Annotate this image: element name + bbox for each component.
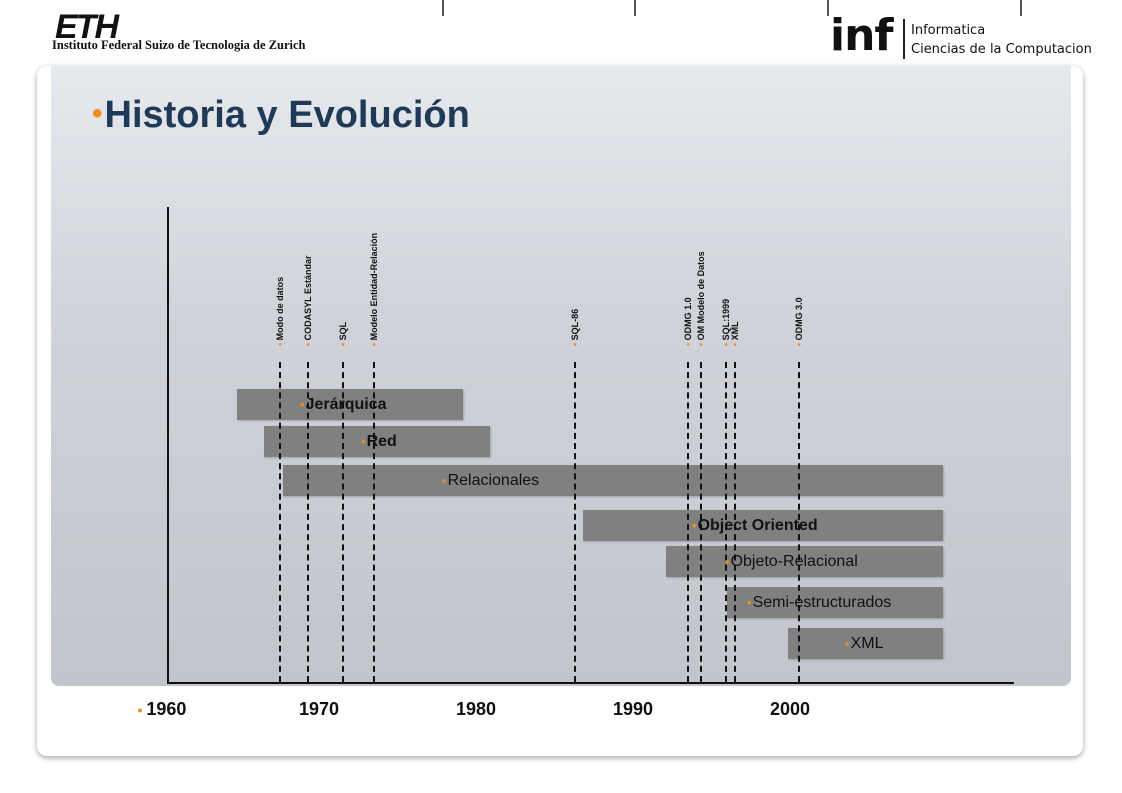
bullet-dot: • bbox=[303, 340, 313, 346]
year-label: 1980 bbox=[456, 699, 496, 720]
header-divider bbox=[634, 0, 636, 16]
event-line bbox=[734, 362, 737, 682]
era-bar bbox=[788, 628, 943, 659]
header-divider bbox=[1020, 0, 1022, 16]
bullet-dot: • bbox=[137, 702, 147, 718]
event-text: ODMG 1.0 bbox=[682, 297, 693, 341]
era-label: •Relacionales bbox=[442, 472, 539, 490]
event-text: SQL-86 bbox=[569, 308, 580, 341]
event-label: • ODMG 3.0 bbox=[794, 297, 804, 346]
slide-title: •Historia y Evolución bbox=[92, 94, 470, 137]
inf-logo: inf bbox=[830, 10, 894, 61]
event-text: Modo de datos bbox=[274, 276, 285, 341]
header-divider bbox=[827, 0, 829, 16]
year-text: 1960 bbox=[146, 699, 187, 719]
era-label: •Semi-estructurados bbox=[747, 594, 891, 612]
event-line bbox=[724, 362, 727, 682]
bullet-dot: • bbox=[730, 340, 741, 346]
event-line bbox=[341, 362, 344, 682]
event-label: • OM Modelo de Datos bbox=[696, 251, 706, 346]
event-line bbox=[686, 362, 689, 682]
year-text: 1980 bbox=[455, 699, 497, 719]
bullet-dot: • bbox=[682, 340, 693, 346]
event-label: • SQL bbox=[338, 322, 348, 346]
event-text: OM Modelo de Datos bbox=[695, 251, 706, 341]
era-label: •XML bbox=[845, 635, 883, 653]
era-text: Objeto-Relacional bbox=[730, 552, 858, 570]
era-text: Relacionales bbox=[447, 471, 540, 489]
bullet-dot: • bbox=[300, 396, 305, 412]
year-text: 1990 bbox=[612, 699, 654, 719]
slide-panel bbox=[51, 66, 1071, 686]
event-line bbox=[573, 362, 576, 682]
era-label: •Jerárquica bbox=[300, 396, 387, 414]
bullet-dot: • bbox=[337, 340, 348, 346]
event-text: ODMG 3.0 bbox=[794, 297, 805, 341]
eth-subtitle: Instituto Federal Suizo de Tecnologia de… bbox=[52, 38, 306, 52]
event-label: • XML bbox=[730, 321, 740, 346]
era-bar bbox=[237, 389, 464, 420]
event-label: • Modelo Entidad-Relación bbox=[369, 233, 379, 346]
era-text: Jerárquica bbox=[305, 395, 387, 413]
slide-title-text: Historia y Evolución bbox=[104, 94, 470, 136]
event-line bbox=[798, 362, 801, 682]
era-label: •Objeto-Relacional bbox=[725, 553, 858, 571]
bullet-dot: • bbox=[368, 340, 379, 346]
event-text: Modelo Entidad-Relación bbox=[368, 232, 379, 341]
year-label: 1990 bbox=[613, 699, 653, 720]
inf-subtitle: Ciencias de la Computacion bbox=[911, 42, 1092, 57]
event-label: • CODASYL Estándar bbox=[303, 255, 313, 346]
year-label: • 1960 bbox=[138, 699, 187, 720]
event-text: XML bbox=[730, 321, 741, 341]
bullet-dot: • bbox=[92, 97, 103, 130]
era-bar bbox=[282, 465, 943, 496]
bullet-dot: • bbox=[442, 472, 447, 488]
era-text: Semi-estructurados bbox=[752, 593, 892, 611]
event-text: SQL bbox=[337, 321, 348, 341]
inf-logo-divider bbox=[903, 19, 905, 59]
era-label: •Red bbox=[361, 433, 397, 451]
year-label: 1970 bbox=[299, 699, 339, 720]
event-line bbox=[699, 362, 702, 682]
year-text: 1970 bbox=[298, 699, 340, 719]
era-text: Object Oriented bbox=[697, 516, 818, 534]
year-text: 2000 bbox=[769, 699, 811, 719]
era-bar bbox=[665, 546, 943, 577]
era-text: XML bbox=[850, 634, 884, 652]
inf-title: Informatica bbox=[911, 23, 986, 38]
eth-logo: ETH bbox=[55, 8, 119, 46]
era-bar bbox=[727, 587, 943, 618]
event-label: • Modo de datos bbox=[275, 277, 285, 346]
event-line bbox=[278, 362, 281, 682]
event-label: • ODMG 1.0 bbox=[683, 297, 693, 346]
bullet-dot: • bbox=[692, 517, 697, 533]
bullet-dot: • bbox=[274, 340, 285, 346]
header-divider bbox=[442, 0, 444, 16]
era-label: •Object Oriented bbox=[692, 517, 818, 535]
bullet-dot: • bbox=[695, 340, 706, 346]
event-text: CODASYL Estándar bbox=[303, 255, 313, 341]
bullet-dot: • bbox=[794, 340, 805, 346]
era-bar bbox=[582, 510, 943, 541]
bullet-dot: • bbox=[361, 433, 366, 449]
x-axis bbox=[167, 682, 1014, 684]
event-line bbox=[307, 362, 309, 682]
event-line bbox=[372, 362, 375, 682]
era-bar bbox=[264, 426, 491, 457]
bullet-dot: • bbox=[845, 635, 850, 651]
bullet-dot: • bbox=[569, 340, 580, 346]
event-label: • SQL-86 bbox=[570, 309, 580, 346]
bullet-dot: • bbox=[725, 553, 730, 569]
era-text: Red bbox=[366, 432, 397, 450]
year-label: 2000 bbox=[770, 699, 810, 720]
y-axis bbox=[167, 207, 169, 683]
bullet-dot: • bbox=[747, 594, 752, 610]
